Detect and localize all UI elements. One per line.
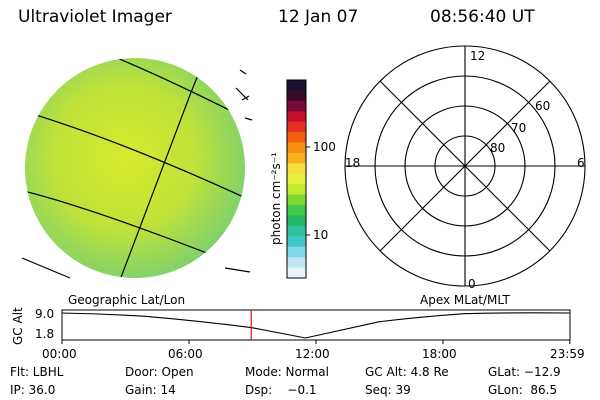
mlt-label-6: 6 [577,156,585,170]
colorbar-segment [287,194,306,206]
timeline-x-tick-0600: 06:00 [168,347,203,361]
colorbar-segment [287,152,306,164]
timeline-y-tick-bottom: 1.8 [35,327,54,341]
ip-readout: IP: 36.0 [10,383,56,397]
grid-fragment [224,267,251,273]
grid-fragment [21,257,71,279]
polar-plot [344,45,586,287]
left-panel-label: Geographic Lat/Lon [68,293,185,307]
colorbar-segment [287,257,306,269]
time-label: 08:56:40 UT [430,7,535,27]
colorbar-segment [287,215,306,227]
mlat-label-80: 80 [490,141,505,155]
colorbar-segment [287,267,306,279]
dsp-readout: Dsp: −0.1 [245,383,317,397]
mlt-line-diagonal-2 [379,80,551,252]
timeline-ticks [61,340,571,344]
color-scale-bar [286,79,307,279]
instrument-title: Ultraviolet Imager [18,7,172,27]
colorbar-tick-label-100: 100 [313,140,336,154]
timeline-x-tick-0000: 00:00 [42,347,77,361]
mlat-label-60: 60 [535,99,550,113]
colorbar-segment [287,90,306,102]
colorbar-ticks [306,146,310,236]
coastline-fragment [241,95,250,101]
colorbar-segment [287,142,306,154]
uv-image-disk [25,58,245,278]
colorbar-segment [287,205,306,216]
coastline-fragment [239,69,247,75]
latitude-line-2 [25,109,245,201]
colorbar-segment [287,225,306,237]
grid-fragment [244,117,253,121]
glat-readout: GLat: −12.9 [488,365,561,379]
mlt-label-18: 18 [345,156,360,170]
colorbar-segment [287,184,306,196]
grid-fragments [21,69,253,279]
colorbar-segment [287,132,306,144]
mode-readout: Mode: Normal [245,365,329,379]
colorbar-segment [287,121,306,133]
colorbar-unit-label: photon cm⁻²s⁻¹ [269,152,283,245]
right-panel-label: Apex MLat/MLT [420,293,510,307]
date-label: 12 Jan 07 [278,7,359,27]
colorbar-segment [287,100,306,112]
timeline-y-tick-top: 9.0 [35,307,54,321]
gain-readout: Gain: 14 [125,383,176,397]
gc-alt-readout: GC Alt: 4.8 Re [365,365,449,379]
colorbar-frame [286,79,307,279]
earth-disk [25,58,245,278]
mlat-label-70: 70 [511,121,526,135]
latitude-line-1 [109,58,245,119]
colorbar-segment [287,246,306,258]
glon-readout: GLon: 86.5 [488,383,558,397]
colorbar-segment [287,163,306,175]
mlt-label-0: 0 [468,277,476,291]
timeline-x-tick-2359: 23:59 [550,347,585,361]
colorbar-segment [287,173,306,185]
colorbar-segment [287,80,306,91]
colorbar-segment [287,111,306,123]
timeline-x-tick-1800: 18:00 [422,347,457,361]
filter-readout: Flt: LBHL [10,365,64,379]
door-readout: Door: Open [125,365,194,379]
seq-readout: Seq: 39 [365,383,411,397]
timeline-x-tick-1200: 12:00 [295,347,330,361]
mlt-label-12: 12 [470,49,485,63]
colorbar-segment [287,236,306,248]
colorbar-tick-label-10: 10 [313,228,328,242]
orbit-altitude-curve [61,312,570,339]
timeline-y-axis-label: GC Alt [11,307,25,345]
